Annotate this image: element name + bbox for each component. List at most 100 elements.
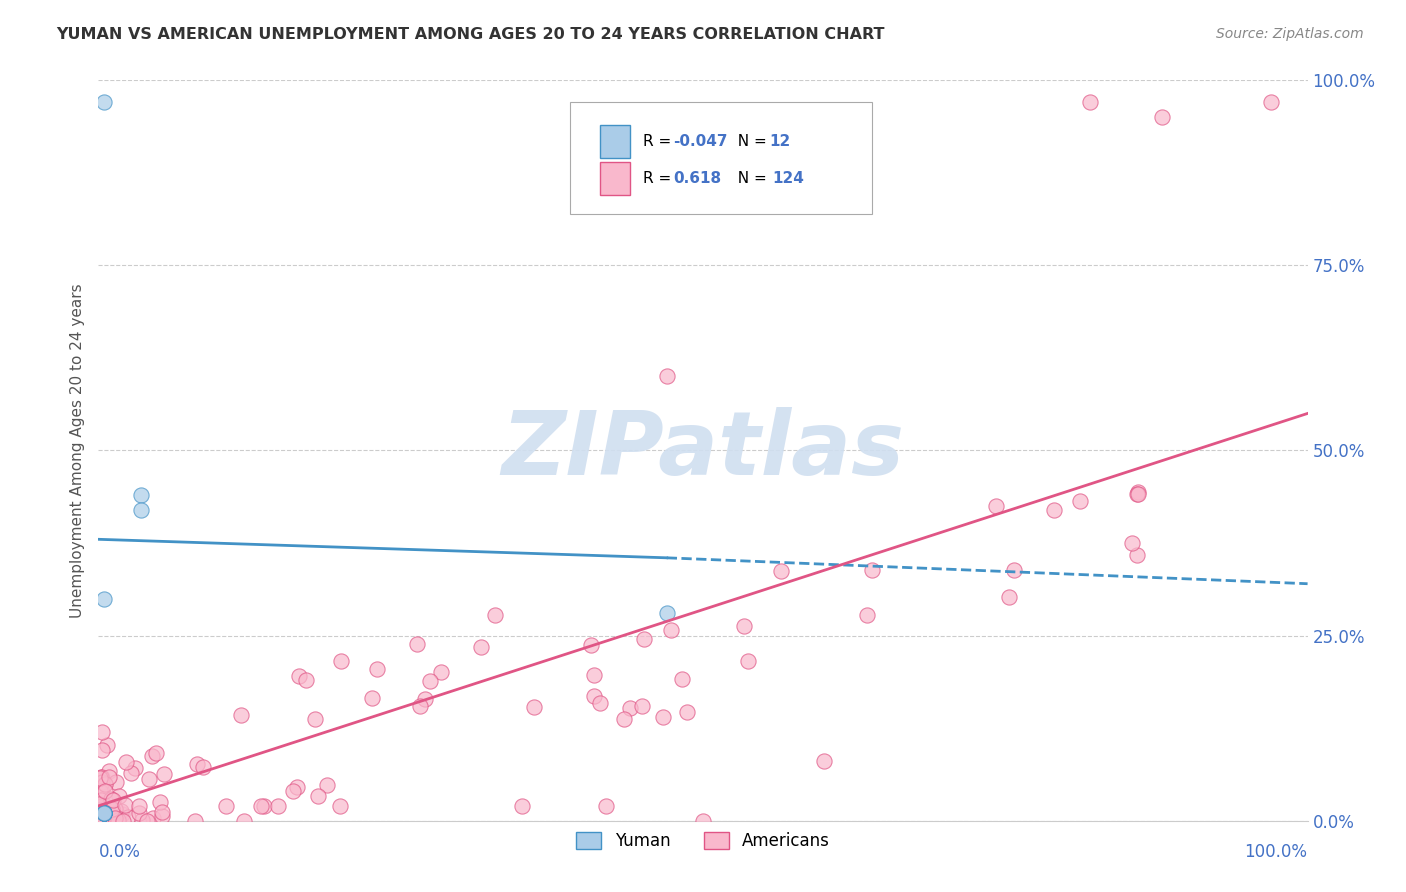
Point (1078, 95, 1101, 110)
Point (860, 563, 883, 577)
Point (128, 805, 150, 820)
Point (93, 806, 115, 821)
Point (94, 777, 117, 791)
Point (93, 806, 115, 821)
Point (93, 806, 115, 821)
Point (153, 766, 176, 780)
Point (104, 800, 127, 814)
Point (101, 814, 124, 828)
Point (104, 811, 127, 825)
Point (281, 784, 304, 798)
Point (129, 502, 152, 516)
Point (87, 814, 110, 828)
Text: N =: N = (728, 171, 772, 186)
Point (998, 590, 1021, 604)
Point (141, 749, 163, 764)
Point (108, 789, 131, 804)
Legend: Yuman, Americans: Yuman, Americans (569, 825, 837, 856)
Point (315, 779, 337, 793)
Point (288, 669, 311, 683)
Point (1126, 487, 1149, 501)
Point (733, 619, 755, 633)
Point (90, 770, 112, 784)
Point (101, 792, 124, 806)
Point (294, 673, 316, 687)
Point (93, 591, 115, 606)
Point (409, 699, 432, 714)
Text: R =: R = (643, 171, 685, 186)
Point (90, 775, 112, 789)
Point (361, 690, 384, 705)
Point (671, 672, 693, 686)
Point (142, 811, 165, 825)
Point (329, 798, 352, 813)
Point (111, 807, 134, 822)
Point (104, 812, 127, 826)
Point (770, 564, 793, 578)
Point (692, 814, 714, 828)
Point (523, 700, 546, 714)
Text: R =: R = (643, 134, 676, 149)
Point (90, 799, 112, 814)
Point (659, 623, 682, 637)
Text: 0.0%: 0.0% (98, 843, 141, 861)
Point (655, 607, 678, 621)
Point (267, 798, 290, 813)
Point (737, 653, 759, 667)
Point (613, 713, 636, 727)
Point (145, 747, 167, 761)
Point (93, 806, 115, 821)
Point (87, 790, 110, 805)
Point (186, 757, 208, 772)
Point (96, 800, 118, 814)
Point (215, 798, 238, 813)
Point (91, 811, 114, 825)
Point (307, 789, 329, 804)
Point (104, 802, 127, 816)
FancyBboxPatch shape (569, 103, 872, 213)
Point (633, 632, 655, 646)
Point (100, 791, 122, 805)
Point (413, 692, 436, 706)
Point (652, 710, 675, 724)
Y-axis label: Unemployment Among Ages 20 to 24 years: Unemployment Among Ages 20 to 24 years (69, 283, 84, 618)
Point (406, 637, 429, 651)
Point (135, 814, 157, 828)
Point (107, 813, 129, 827)
FancyBboxPatch shape (600, 125, 630, 158)
Point (418, 674, 440, 689)
Point (304, 712, 326, 726)
Point (100, 802, 122, 816)
Point (89, 783, 111, 797)
Point (89, 803, 111, 817)
Point (1126, 548, 1149, 562)
Point (229, 708, 252, 723)
Point (619, 701, 641, 715)
Point (676, 706, 699, 720)
Point (87, 797, 110, 811)
Point (131, 813, 153, 827)
Point (1152, 111, 1174, 125)
Point (986, 500, 1008, 514)
Point (582, 668, 605, 682)
Point (856, 607, 879, 622)
Point (93, 777, 115, 791)
Point (470, 640, 492, 654)
Point (813, 755, 835, 769)
Point (1126, 487, 1149, 501)
Point (150, 809, 173, 823)
Point (138, 772, 160, 786)
Point (91, 770, 114, 784)
Point (89, 804, 111, 818)
Point (1128, 485, 1150, 500)
Point (150, 805, 173, 819)
Point (588, 696, 610, 710)
Point (93, 806, 115, 821)
Point (250, 798, 273, 813)
Point (96, 738, 118, 752)
Point (430, 665, 453, 679)
Text: -0.047: -0.047 (673, 134, 727, 149)
Point (93, 806, 115, 821)
Point (111, 814, 134, 828)
Point (91, 785, 114, 799)
